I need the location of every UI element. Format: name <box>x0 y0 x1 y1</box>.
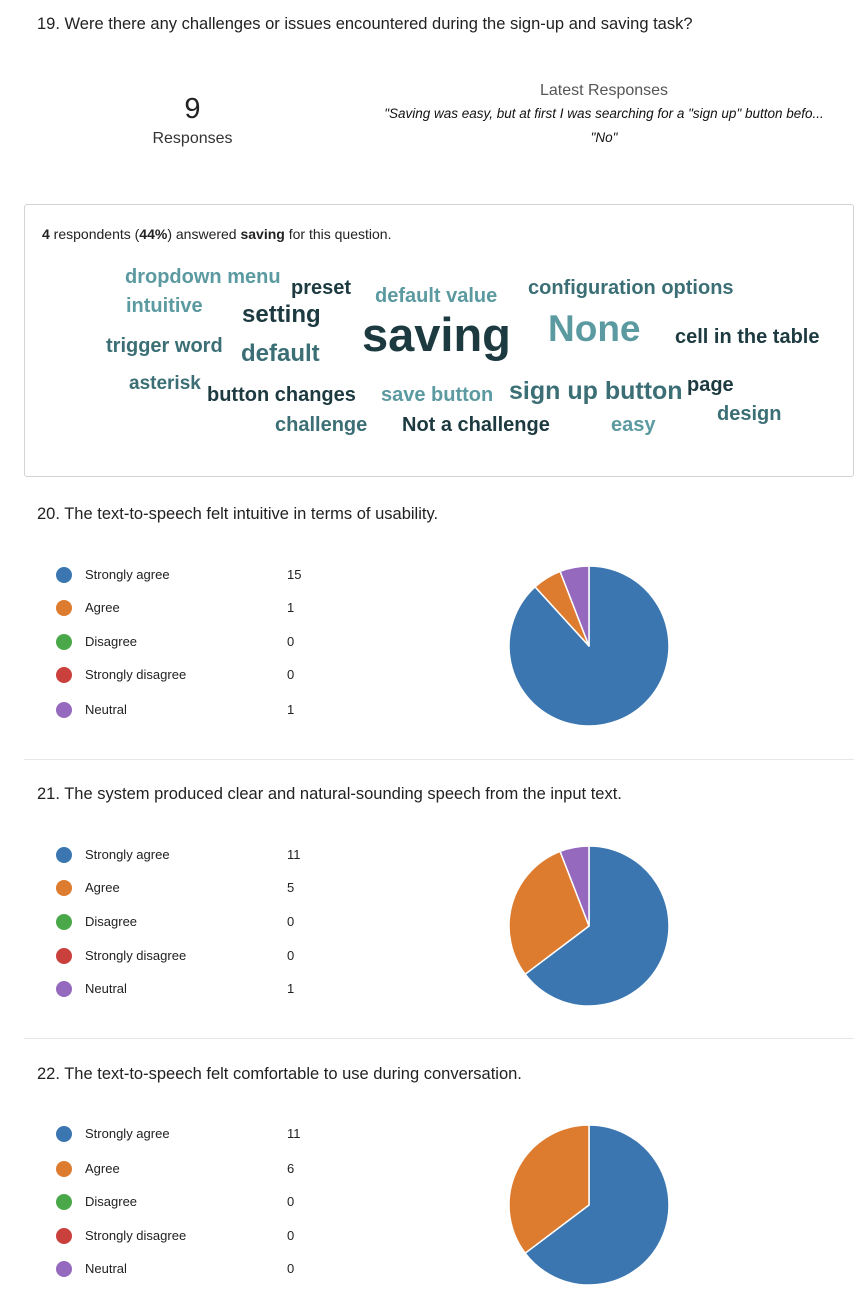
legend-label: Strongly agree <box>85 567 170 582</box>
summary-keyword: saving <box>240 226 285 242</box>
cloud-word-intuitive[interactable]: intuitive <box>126 295 203 317</box>
legend-count: 0 <box>287 1261 295 1276</box>
cloud-word-easy[interactable]: easy <box>611 414 656 436</box>
legend-count: 15 <box>287 567 302 582</box>
legend-dot-icon <box>56 1161 72 1177</box>
legend-label: Strongly agree <box>85 847 170 862</box>
legend-label: Disagree <box>85 634 138 649</box>
summary-count: 4 <box>42 226 50 242</box>
summary-text: ) answered <box>167 226 241 242</box>
summary-text: for this question. <box>284 226 392 242</box>
legend-label: Strongly agree <box>85 1126 170 1141</box>
pie-slice-strongly-agree[interactable] <box>524 845 670 1007</box>
legend-count: 1 <box>287 702 295 717</box>
word-cloud-panel: 4 respondents (44%) answered saving for … <box>24 204 854 477</box>
legend-dot-icon <box>56 600 72 616</box>
legend-dot-icon <box>56 1228 72 1244</box>
pie-chart-q20 <box>508 565 670 727</box>
question-19-title: 19. Were there any challenges or issues … <box>37 15 693 33</box>
latest-responses-heading: Latest Responses <box>539 82 669 99</box>
legend-dot-icon <box>56 567 72 583</box>
section-divider <box>24 759 854 760</box>
cloud-word-save-button[interactable]: save button <box>381 384 494 406</box>
legend-count: 11 <box>287 1126 301 1141</box>
section-divider <box>24 1038 854 1039</box>
responses-count: 9 <box>184 93 201 125</box>
legend-dot-icon <box>56 1261 72 1277</box>
responses-summary: 9 Responses <box>120 92 265 148</box>
word-cloud-summary: 4 respondents (44%) answered saving for … <box>42 226 391 242</box>
pie-slice-neutral[interactable] <box>559 845 590 927</box>
legend-count: 0 <box>287 948 295 963</box>
cloud-word-button-changes[interactable]: button changes <box>207 384 356 406</box>
latest-response-item[interactable]: "No" <box>590 130 618 145</box>
legend-count: 0 <box>287 1228 295 1243</box>
cloud-word-challenge[interactable]: challenge <box>275 414 368 436</box>
pie-slice-agree[interactable] <box>508 1124 590 1254</box>
pie-slice-neutral[interactable] <box>559 565 590 647</box>
legend-count: 0 <box>287 634 295 649</box>
question-22-title: 22. The text-to-speech felt comfortable … <box>37 1065 522 1083</box>
cloud-word-saving[interactable]: saving <box>362 308 511 361</box>
latest-responses: Latest Responses "Saving was easy, but a… <box>350 82 858 145</box>
legend-dot-icon <box>56 634 72 650</box>
cloud-word-trigger-word[interactable]: trigger word <box>106 335 223 357</box>
legend-label: Neutral <box>85 981 127 996</box>
legend-count: 0 <box>287 1194 295 1209</box>
cloud-word-cell-in-the-table[interactable]: cell in the table <box>675 326 820 348</box>
legend-count: 6 <box>287 1161 295 1176</box>
question-21-title: 21. The system produced clear and natura… <box>37 785 622 803</box>
cloud-word-preset[interactable]: preset <box>291 277 352 299</box>
cloud-word-default[interactable]: default <box>241 340 320 367</box>
cloud-word-sign-up-button[interactable]: sign up button <box>509 377 683 405</box>
summary-text: respondents ( <box>49 226 140 242</box>
legend-label: Strongly disagree <box>85 667 187 682</box>
legend-dot-icon <box>56 847 72 863</box>
legend-label: Disagree <box>85 1194 138 1209</box>
legend-dot-icon <box>56 1126 72 1142</box>
legend-label: Disagree <box>85 914 138 929</box>
legend-label: Strongly disagree <box>85 1228 187 1243</box>
cloud-word-default-value[interactable]: default value <box>375 285 498 307</box>
legend-label: Strongly disagree <box>85 948 187 963</box>
legend-dot-icon <box>56 981 72 997</box>
legend-label: Agree <box>85 600 120 615</box>
legend-count: 11 <box>287 847 301 862</box>
latest-response-item[interactable]: "Saving was easy, but at first I was sea… <box>384 106 824 121</box>
legend-label: Agree <box>85 1161 120 1176</box>
legend-count: 0 <box>287 667 295 682</box>
cloud-word-asterisk[interactable]: asterisk <box>129 373 201 394</box>
legend-label: Neutral <box>85 1261 127 1276</box>
cloud-word-dropdown-menu[interactable]: dropdown menu <box>125 266 281 288</box>
legend-label: Neutral <box>85 702 127 717</box>
legend-label: Agree <box>85 880 120 895</box>
cloud-word-setting[interactable]: setting <box>242 301 321 328</box>
legend-dot-icon <box>56 702 72 718</box>
legend-count: 5 <box>287 880 295 895</box>
question-20-title: 20. The text-to-speech felt intuitive in… <box>37 505 439 523</box>
cloud-word-none[interactable]: None <box>548 308 641 349</box>
legend-dot-icon <box>56 880 72 896</box>
cloud-word-design[interactable]: design <box>717 403 782 425</box>
summary-percent: 44% <box>139 226 168 242</box>
legend-count: 1 <box>287 981 295 996</box>
legend-dot-icon <box>56 667 72 683</box>
responses-label: Responses <box>152 130 233 147</box>
legend-dot-icon <box>56 948 72 964</box>
pie-chart-q21 <box>508 845 670 1007</box>
cloud-word-page[interactable]: page <box>687 374 734 396</box>
legend-count: 1 <box>287 600 295 615</box>
pie-slice-agree[interactable] <box>508 850 590 975</box>
pie-slice-strongly-agree[interactable] <box>524 1124 670 1286</box>
pie-chart-q22 <box>508 1124 670 1286</box>
cloud-word-not-a-challenge[interactable]: Not a challenge <box>402 414 550 436</box>
cloud-word-configuration-options[interactable]: configuration options <box>528 277 734 299</box>
legend-dot-icon <box>56 914 72 930</box>
legend-count: 0 <box>287 914 295 929</box>
legend-dot-icon <box>56 1194 72 1210</box>
